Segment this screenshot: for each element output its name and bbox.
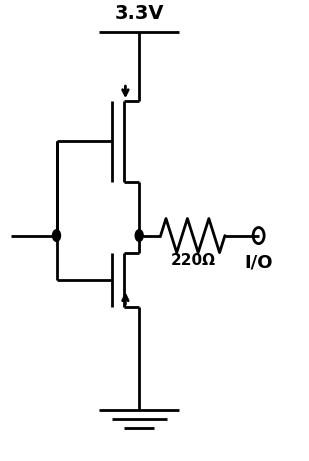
Circle shape [53, 230, 61, 242]
Circle shape [135, 230, 143, 242]
Text: 220Ω: 220Ω [170, 254, 215, 268]
Text: I/O: I/O [244, 254, 273, 272]
Text: 3.3V: 3.3V [114, 4, 164, 23]
